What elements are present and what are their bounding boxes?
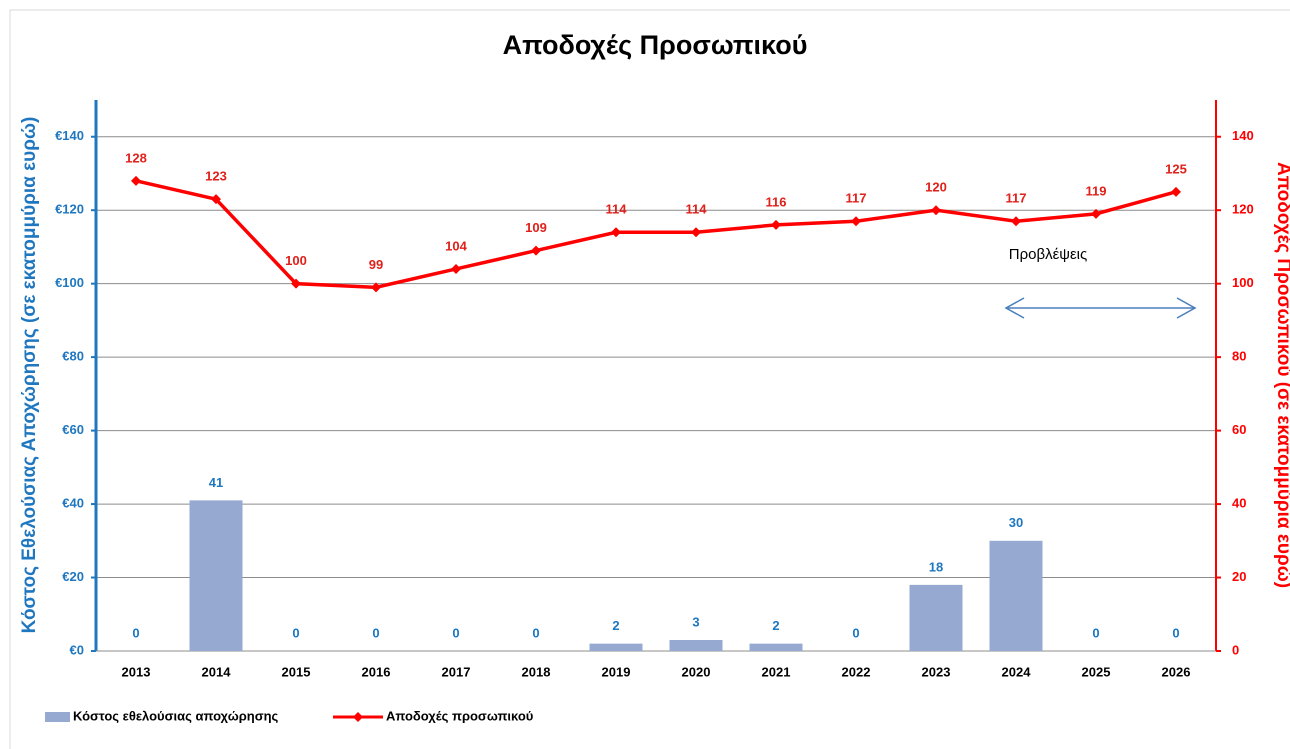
bar-value-label: 0: [292, 625, 299, 640]
line-value-label: 123: [205, 169, 227, 184]
x-tick-label: 2017: [442, 664, 471, 679]
forecast-arrow: [1004, 297, 1197, 319]
y2-tick-label: 100: [1232, 275, 1254, 290]
line-marker: [211, 194, 221, 205]
line-value-label: 128: [125, 150, 147, 165]
y2-tick-label: 40: [1232, 496, 1246, 511]
x-tick-label: 2013: [122, 664, 151, 679]
line-value-label: 120: [925, 180, 947, 195]
line-marker: [1171, 186, 1181, 197]
bar-value-label: 41: [209, 475, 223, 490]
y2-tick-label: 80: [1232, 349, 1246, 364]
bar: [669, 639, 723, 651]
x-tick-label: 2021: [762, 664, 791, 679]
line-series: [135, 179, 1177, 290]
line-value-label: 119: [1086, 183, 1107, 198]
bar-value-label: 0: [132, 625, 139, 640]
bar-value-label: 2: [772, 618, 779, 633]
bar: [589, 643, 643, 651]
bar: [909, 584, 963, 651]
x-tick-label: 2023: [922, 664, 951, 679]
x-tick-label: 2022: [842, 664, 871, 679]
y2-tick-label: 60: [1232, 422, 1246, 437]
x-tick-label: 2024: [1002, 664, 1032, 679]
bar-value-label: 0: [372, 625, 379, 640]
x-tick-label: 2019: [602, 664, 631, 679]
bar-value-label: 3: [692, 614, 699, 629]
line-value-label: 117: [846, 191, 867, 206]
y2-tick-label: 120: [1232, 202, 1254, 217]
bar-value-label: 0: [852, 625, 859, 640]
bar-value-label: 0: [532, 625, 539, 640]
y2-tick-label: 20: [1232, 569, 1246, 584]
line-value-label: 117: [1006, 191, 1027, 206]
bar-value-label: 2: [612, 618, 619, 633]
chart-frame: [9, 9, 1290, 749]
line-marker: [1011, 216, 1021, 227]
y2-axis-label: Αποδοχές Προσωπικού (σε εκατομμύρια ευρώ…: [1273, 162, 1290, 588]
line-marker: [371, 282, 381, 293]
y-tick-label: €20: [62, 569, 84, 584]
line-marker: [771, 219, 781, 230]
bar: [989, 540, 1043, 651]
annotation: Προβλέψεις: [1009, 246, 1087, 263]
legend-swatch-marker: [353, 712, 363, 722]
x-tick-label: 2026: [1162, 664, 1191, 679]
x-tick-label: 2016: [362, 664, 391, 679]
y-tick-label: €100: [55, 275, 84, 290]
line-value-label: 99: [369, 257, 383, 272]
line-marker: [291, 278, 301, 289]
line-value-label: 114: [686, 202, 708, 217]
x-tick-label: 2015: [282, 664, 311, 679]
line-value-label: 114: [606, 202, 628, 217]
line-value-label: 104: [445, 238, 467, 253]
line-marker: [931, 205, 941, 216]
y-tick-label: €80: [62, 349, 84, 364]
x-tick-label: 2020: [682, 664, 711, 679]
bar-value-label: 0: [1092, 625, 1099, 640]
line-marker: [691, 227, 701, 238]
y-tick-label: €40: [62, 496, 84, 511]
y-tick-label: €120: [55, 202, 84, 217]
y-tick-label: €140: [55, 128, 84, 143]
legend-label: Κόστος εθελούσιας αποχώρησης: [73, 708, 279, 723]
y-tick-label: €0: [70, 642, 84, 657]
legend-label: Αποδοχές προσωπικού: [386, 708, 534, 723]
bar: [749, 643, 803, 651]
line-value-label: 116: [766, 194, 787, 209]
line-value-label: 125: [1165, 161, 1187, 176]
x-tick-label: 2014: [202, 664, 232, 679]
bar: [189, 500, 243, 651]
x-tick-label: 2025: [1082, 664, 1111, 679]
line-marker: [131, 175, 141, 186]
x-tick-label: 2018: [522, 664, 551, 679]
bar-value-label: 0: [452, 625, 459, 640]
line-marker: [851, 216, 861, 227]
line-value-label: 100: [285, 253, 307, 268]
y2-tick-label: 140: [1232, 128, 1254, 143]
legend-swatch: [45, 712, 70, 722]
line-marker: [531, 245, 541, 256]
line-marker: [611, 227, 621, 238]
chart-title: Αποδοχές Προσωπικού: [503, 30, 808, 60]
y-axis-label: Κόστος Εθελούσιας Αποχώρησης (σε εκατομμ…: [19, 117, 40, 634]
bar-value-label: 0: [1172, 625, 1179, 640]
line-marker: [451, 263, 461, 274]
y2-tick-label: 0: [1232, 642, 1239, 657]
y-tick-label: €60: [62, 422, 84, 437]
bar-value-label: 18: [929, 559, 943, 574]
line-marker: [1091, 208, 1101, 219]
bar-value-label: 30: [1009, 515, 1023, 530]
line-value-label: 109: [525, 220, 547, 235]
